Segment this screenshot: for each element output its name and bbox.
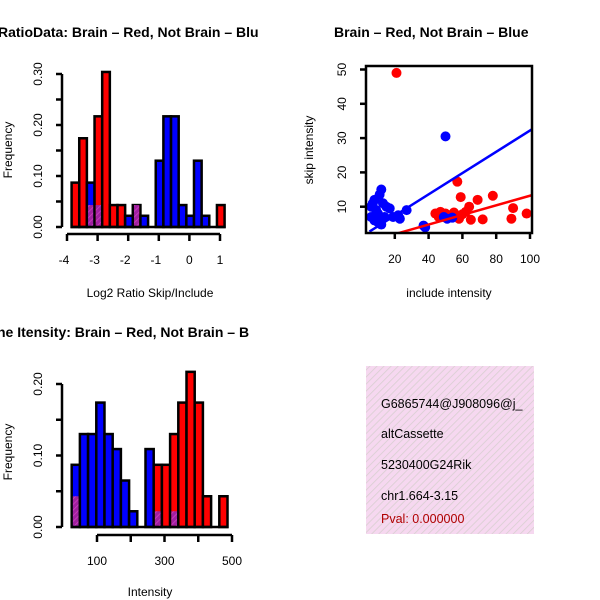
info-event-id: G6865744@J908096@j_ xyxy=(381,397,524,411)
histogram-overlap-bar xyxy=(133,205,140,226)
x-tick-label: 1 xyxy=(217,253,224,267)
histogram-overlap-bar xyxy=(171,511,178,526)
scatter-point-red xyxy=(506,213,517,224)
scatter-point-red xyxy=(391,67,402,78)
x-axis-label: Intensity xyxy=(128,585,173,599)
x-axis-label: Log2 Ratio Skip/Include xyxy=(87,286,214,300)
x-tick-label: 60 xyxy=(456,252,470,266)
histogram-bar xyxy=(218,495,229,529)
scatter-point-blue xyxy=(366,211,377,222)
y-axis-label: skip intensity xyxy=(302,116,316,185)
histogram-panel-2: 0.00 0.10 0.20 100 300 500 ne Itensity: Brain … xyxy=(0,324,249,599)
scatter-point-red xyxy=(477,214,488,225)
histogram-overlap-bar xyxy=(154,511,161,526)
info-event-type: altCassette xyxy=(381,427,444,441)
x-tick-label: -3 xyxy=(89,253,100,267)
histogram-bar xyxy=(201,495,213,529)
x-tick-label: 100 xyxy=(520,252,540,266)
scatter-point-blue xyxy=(394,213,405,224)
y-tick-label: 0.20 xyxy=(31,372,45,396)
info-pval: Pval: 0.000000 xyxy=(381,512,464,526)
histogram-bar xyxy=(215,203,226,229)
scatter-point-red xyxy=(472,194,483,205)
info-box: G6865744@J908096@j_ altCassette 5230400G… xyxy=(366,366,534,534)
y-tick-label: 20 xyxy=(335,165,349,179)
histogram-panel-0: 0.00 0.10 0.20 0.30 -4 -3 -2 -1 0 1 RatioData: Bra… xyxy=(0,24,259,300)
y-axis-label: Frequency xyxy=(1,122,15,179)
scatter-plot-area xyxy=(366,67,532,233)
histogram-bar xyxy=(127,510,139,529)
y-tick-label: 0.10 xyxy=(31,443,45,467)
info-gene: 5230400G24Rik xyxy=(381,458,472,472)
x-axis-label: include intensity xyxy=(406,286,491,300)
regression-line-red xyxy=(394,194,532,233)
y-tick-label: 40 xyxy=(335,97,349,111)
x-tick-label: -1 xyxy=(150,253,161,267)
scatter-point-red xyxy=(455,192,466,203)
y-tick-label: 10 xyxy=(335,200,349,214)
info-location: chr1.664-3.15 xyxy=(381,489,458,503)
scatter-point-red xyxy=(487,190,498,201)
plot-frame xyxy=(364,64,534,235)
scatter-point-blue xyxy=(384,203,395,214)
y-tick-label: 0.10 xyxy=(31,164,45,188)
chart-title: Brain – Red, Not Brain – Blue xyxy=(334,24,529,40)
histogram-overlap-bar xyxy=(88,205,94,226)
x-tick-label: 0 xyxy=(186,253,193,267)
histogram-bar xyxy=(139,214,150,229)
scatter-point-red xyxy=(465,214,476,225)
scatter-point-red xyxy=(521,208,532,219)
x-tick-label: -2 xyxy=(120,253,131,267)
x-tick-label: 80 xyxy=(490,252,504,266)
x-tick-label: 20 xyxy=(388,252,402,266)
x-tick-label: -4 xyxy=(59,253,70,267)
info-box-background xyxy=(366,366,534,534)
y-tick-label: 0.20 xyxy=(31,113,45,137)
x-tick-label: 40 xyxy=(422,252,436,266)
y-tick-label: 0.30 xyxy=(31,62,45,86)
histogram-bar xyxy=(200,214,211,229)
scatter-point-blue xyxy=(369,194,380,205)
chart-title: RatioData: Brain – Red, Not Brain – Blu xyxy=(0,24,259,40)
histogram-overlap-bar xyxy=(72,496,79,526)
regression-line-blue xyxy=(368,128,532,233)
y-tick-label: 30 xyxy=(335,131,349,145)
x-tick-label: 100 xyxy=(87,554,107,568)
y-tick-label: 0.00 xyxy=(31,515,45,539)
scatter-panel: 20 40 60 80 100 10 20 30 40 50 Brain – Red, Not Br… xyxy=(302,24,540,300)
histogram-overlap-bar xyxy=(95,205,101,226)
y-tick-label: 50 xyxy=(335,63,349,77)
scatter-point-red xyxy=(464,201,475,212)
y-axis-label: Frequency xyxy=(1,424,15,481)
y-tick-label: 0.00 xyxy=(31,215,45,239)
x-tick-label: 500 xyxy=(222,554,242,568)
scatter-point-red xyxy=(508,203,519,214)
scatter-point-blue xyxy=(440,131,451,142)
chart-title: ne Itensity: Brain – Red, Not Brain – B xyxy=(0,324,249,340)
x-tick-label: 300 xyxy=(154,554,174,568)
histogram-bar xyxy=(100,70,112,229)
